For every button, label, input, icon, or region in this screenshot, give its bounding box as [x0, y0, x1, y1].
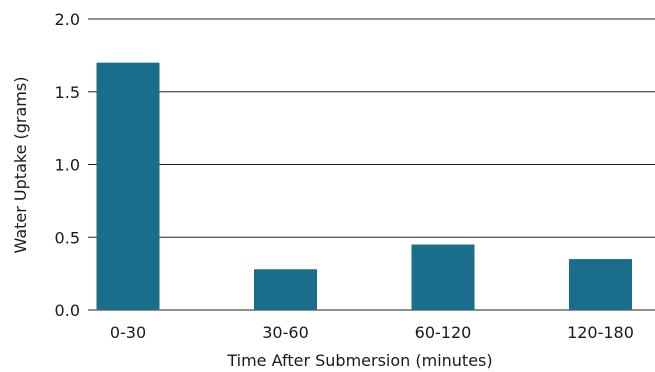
y-tick-label: 2.0 — [55, 10, 80, 29]
x-tick-label: 120-180 — [567, 323, 634, 342]
bar-120-180 — [569, 259, 632, 310]
y-tick-label: 1.5 — [55, 83, 80, 102]
y-tick-label: 0.5 — [55, 228, 80, 247]
x-tick-labels: 0-30 30-60 60-120 120-180 — [110, 323, 634, 342]
x-tick-label: 30-60 — [262, 323, 309, 342]
gridlines — [88, 18, 655, 311]
y-tick-label: 0.0 — [55, 301, 80, 320]
bar-60-120 — [411, 244, 475, 310]
bar-0-30 — [96, 62, 160, 311]
bar-30-60 — [254, 269, 317, 310]
x-tick-label: 60-120 — [415, 323, 472, 342]
x-tick-label: 0-30 — [110, 323, 146, 342]
y-tick-label: 1.0 — [55, 156, 80, 175]
bars — [96, 62, 632, 311]
x-axis-title: Time After Submersion (minutes) — [226, 351, 492, 370]
y-axis-title: Water Uptake (grams) — [11, 77, 30, 254]
y-tick-labels: 0.0 0.5 1.0 1.5 2.0 — [55, 10, 80, 320]
